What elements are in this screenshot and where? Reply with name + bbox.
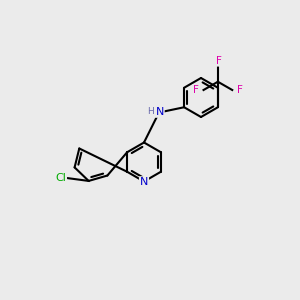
Text: F: F bbox=[237, 85, 243, 95]
Text: N: N bbox=[155, 107, 164, 117]
Text: Cl: Cl bbox=[55, 173, 66, 183]
Text: F: F bbox=[215, 56, 221, 66]
Text: H: H bbox=[147, 106, 154, 116]
Text: F: F bbox=[193, 85, 199, 95]
Text: N: N bbox=[140, 177, 148, 187]
